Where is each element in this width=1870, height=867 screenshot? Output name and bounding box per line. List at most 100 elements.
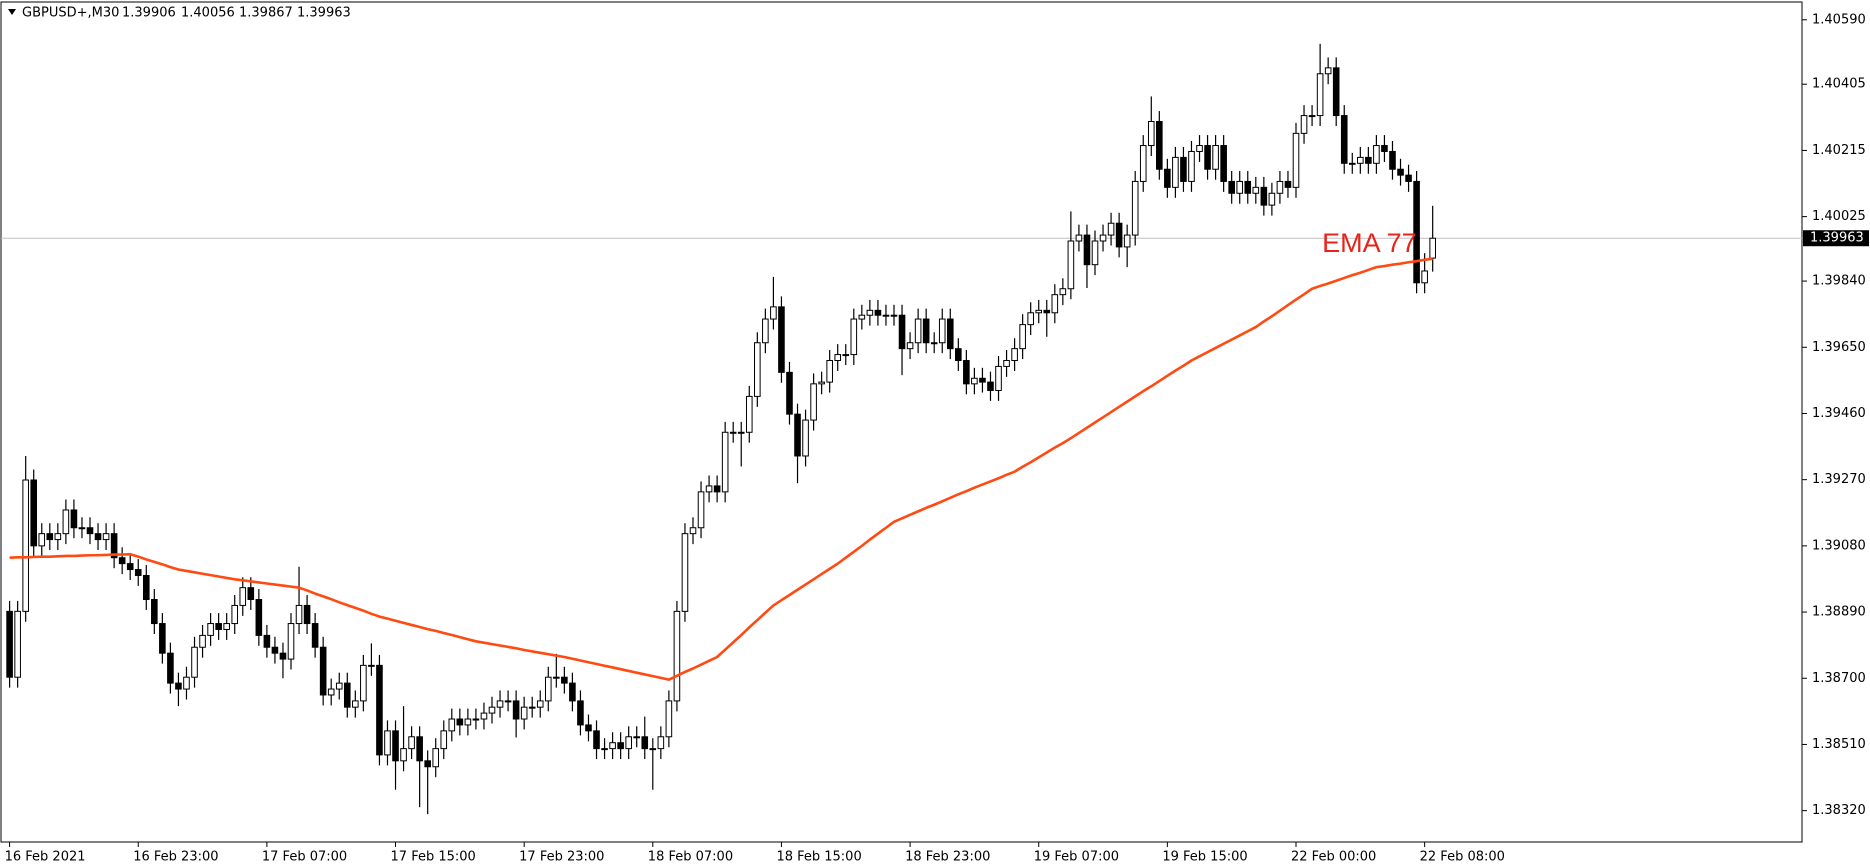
x-tick-label: 22 Feb 08:00 xyxy=(1420,850,1505,865)
candle-body xyxy=(175,682,182,690)
candle-body xyxy=(1204,145,1211,170)
candle-body xyxy=(1220,145,1227,182)
candle-body xyxy=(1188,150,1195,182)
candle-body xyxy=(159,623,166,654)
candle-body xyxy=(818,381,825,385)
candle-body xyxy=(754,342,761,397)
candle-body xyxy=(721,431,729,493)
y-tick-label: 1.40215 xyxy=(1812,143,1866,158)
candle-body xyxy=(368,664,375,667)
candle-body xyxy=(1397,168,1404,176)
candle-body xyxy=(1324,67,1332,75)
symbol-title: GBPUSD+,M30 xyxy=(22,6,119,21)
ema-label: EMA 77 xyxy=(1322,228,1417,258)
candle-body xyxy=(553,676,560,679)
candle-body xyxy=(255,599,263,636)
candle-body xyxy=(408,736,415,750)
candle-body xyxy=(971,377,978,385)
candle-body xyxy=(1043,309,1051,314)
x-tick-label: 22 Feb 00:00 xyxy=(1291,850,1376,865)
candle-body xyxy=(472,718,480,721)
x-tick-label: 18 Feb 15:00 xyxy=(776,850,861,865)
candle-body xyxy=(1252,186,1260,194)
y-tick-label: 1.38890 xyxy=(1812,605,1866,620)
candle-body xyxy=(1051,294,1059,314)
candle-body xyxy=(327,688,335,696)
y-tick-label: 1.38320 xyxy=(1812,803,1866,818)
candle-body xyxy=(1035,309,1043,314)
candle-body xyxy=(601,748,608,751)
candle-body xyxy=(6,610,13,678)
candle-body xyxy=(649,748,657,751)
candle-body xyxy=(585,724,592,732)
candle-body xyxy=(850,318,858,356)
candle-body xyxy=(1276,180,1284,194)
x-tick-label: 18 Feb 23:00 xyxy=(905,850,990,865)
candle-body xyxy=(955,348,962,362)
candle-body xyxy=(1308,115,1316,118)
candle-body xyxy=(199,634,206,648)
candle-body xyxy=(1300,115,1308,134)
candle-body xyxy=(914,318,922,344)
x-tick-label: 16 Feb 2021 xyxy=(5,850,86,865)
menu-triangle xyxy=(8,9,16,15)
candle-body xyxy=(641,736,649,750)
header-low: 1.39867 xyxy=(239,6,293,21)
candle-body xyxy=(271,646,279,654)
candle-body xyxy=(593,730,600,750)
candle-body xyxy=(392,730,399,762)
candle-body xyxy=(335,682,343,690)
x-tick-label: 18 Feb 07:00 xyxy=(648,850,733,865)
candle-body xyxy=(770,306,777,320)
candle-body xyxy=(906,342,914,350)
candle-body xyxy=(303,604,311,625)
candle-body xyxy=(737,431,745,434)
candle-body xyxy=(802,419,809,457)
candle-body xyxy=(882,314,890,317)
candle-body xyxy=(512,700,520,720)
plot-frame xyxy=(0,1,1803,843)
candle-body xyxy=(1429,237,1436,259)
candle-body xyxy=(713,485,721,493)
candle-body xyxy=(207,623,214,636)
ema-line xyxy=(9,257,1433,681)
candle-body xyxy=(440,730,448,750)
y-tick-label: 1.40590 xyxy=(1812,12,1866,27)
candle-body xyxy=(1156,121,1163,170)
candle-body xyxy=(1260,186,1268,206)
candle-body xyxy=(1381,145,1388,152)
candle-body xyxy=(295,604,303,625)
candle-body xyxy=(456,718,464,726)
candle-body xyxy=(1115,222,1123,248)
candle-body xyxy=(536,700,544,708)
candle-body xyxy=(561,676,568,684)
y-tick-label: 1.40025 xyxy=(1812,209,1866,224)
y-tick-label: 1.39840 xyxy=(1812,274,1866,289)
candle-body xyxy=(14,610,21,678)
candle-body xyxy=(681,533,689,612)
candle-body xyxy=(46,533,54,541)
header-open: 1.39906 xyxy=(122,6,176,21)
candle-body xyxy=(1147,121,1155,147)
candle-body xyxy=(729,431,737,434)
candle-body xyxy=(432,748,440,768)
current-price-label: 1.39963 xyxy=(1810,231,1864,246)
candle-body xyxy=(239,587,247,606)
candle-body xyxy=(126,563,134,571)
candle-body xyxy=(786,371,793,415)
candle-body xyxy=(963,360,970,385)
candle-body xyxy=(633,736,641,739)
candle-body xyxy=(705,485,713,493)
candle-body xyxy=(979,377,986,383)
candle-body xyxy=(1107,222,1115,236)
candle-body xyxy=(1011,348,1018,362)
candle-body xyxy=(898,314,906,350)
candle-body xyxy=(504,700,512,703)
candle-body xyxy=(1332,67,1340,117)
header-high: 1.40056 xyxy=(181,6,235,21)
candle-body xyxy=(424,760,431,768)
candle-body xyxy=(247,587,255,601)
candle-body xyxy=(1027,312,1034,326)
candle-body xyxy=(94,533,102,541)
